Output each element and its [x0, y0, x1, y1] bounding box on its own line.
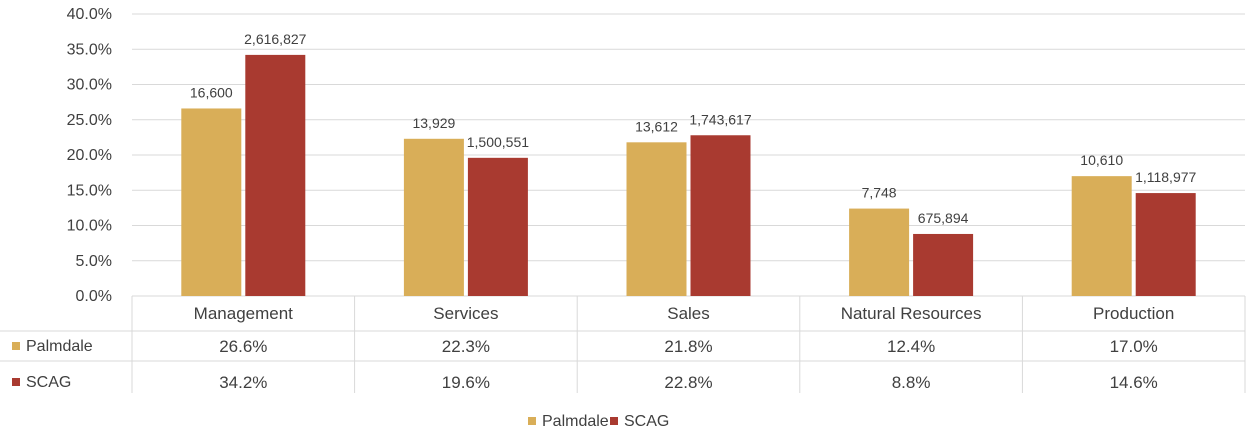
bar [181, 108, 242, 296]
data-label: 13,612 [635, 118, 678, 134]
series-row-label: SCAG [26, 374, 71, 391]
y-tick-label: 25.0% [67, 112, 112, 129]
legend-label: SCAG [624, 413, 669, 430]
table-cell: 34.2% [219, 373, 267, 392]
legend-key-swatch [12, 378, 20, 386]
table-cell: 21.8% [664, 337, 712, 356]
bar [1071, 176, 1132, 296]
y-tick-label: 15.0% [67, 182, 112, 199]
y-axis: 0.0% 5.0% 10.0% 15.0% 20.0% 25.0% 30.0% 35.0% 40… [67, 6, 112, 305]
y-tick-label: 35.0% [67, 41, 112, 58]
category-label: Services [433, 304, 498, 323]
table-cell: 19.6% [442, 373, 490, 392]
category-label: Natural Resources [841, 304, 982, 323]
category-label: Production [1093, 304, 1174, 323]
y-tick-label: 5.0% [76, 253, 112, 270]
table-cell: 22.8% [664, 373, 712, 392]
y-tick-label: 0.0% [76, 288, 112, 305]
category-label: Sales [667, 304, 710, 323]
y-tick-label: 20.0% [67, 147, 112, 164]
gridlines [132, 13, 1245, 297]
legend-swatch [528, 417, 536, 425]
data-label: 16,600 [190, 84, 233, 100]
bars [181, 54, 1196, 296]
data-label: 675,894 [918, 210, 969, 226]
bar [467, 157, 528, 296]
data-label: 1,743,617 [689, 111, 751, 127]
data-table: Management Services Sales Natural Resources… [0, 296, 1246, 393]
data-label: 13,929 [412, 115, 455, 131]
y-tick-label: 30.0% [67, 77, 112, 94]
y-tick-label: 40.0% [67, 6, 112, 23]
legend-key-swatch [12, 342, 20, 350]
table-cell: 8.8% [892, 373, 931, 392]
series-row-label: Palmdale [26, 338, 93, 355]
legend-swatch [610, 417, 618, 425]
bar [403, 138, 464, 296]
table-cell: 22.3% [442, 337, 490, 356]
data-label: 10,610 [1080, 152, 1123, 168]
data-labels: 16,600 2,616,827 13,929 1,500,551 13,612 1,74… [190, 31, 1197, 226]
table-cell: 12.4% [887, 337, 935, 356]
legend: Palmdale SCAG [528, 413, 669, 430]
y-tick-label: 10.0% [67, 218, 112, 235]
bar [245, 54, 306, 296]
bar [626, 142, 687, 296]
legend-label: Palmdale [542, 413, 609, 430]
table-cell: 14.6% [1110, 373, 1158, 392]
data-label: 1,118,977 [1135, 169, 1196, 185]
bar [849, 208, 910, 296]
bar [1135, 193, 1196, 296]
category-label: Management [194, 304, 294, 323]
table-cell: 26.6% [219, 337, 267, 356]
bar [690, 135, 751, 296]
data-label: 1,500,551 [467, 134, 529, 150]
data-label: 7,748 [862, 185, 897, 201]
data-label: 2,616,827 [244, 31, 306, 47]
bar [913, 233, 974, 296]
table-cell: 17.0% [1110, 337, 1158, 356]
